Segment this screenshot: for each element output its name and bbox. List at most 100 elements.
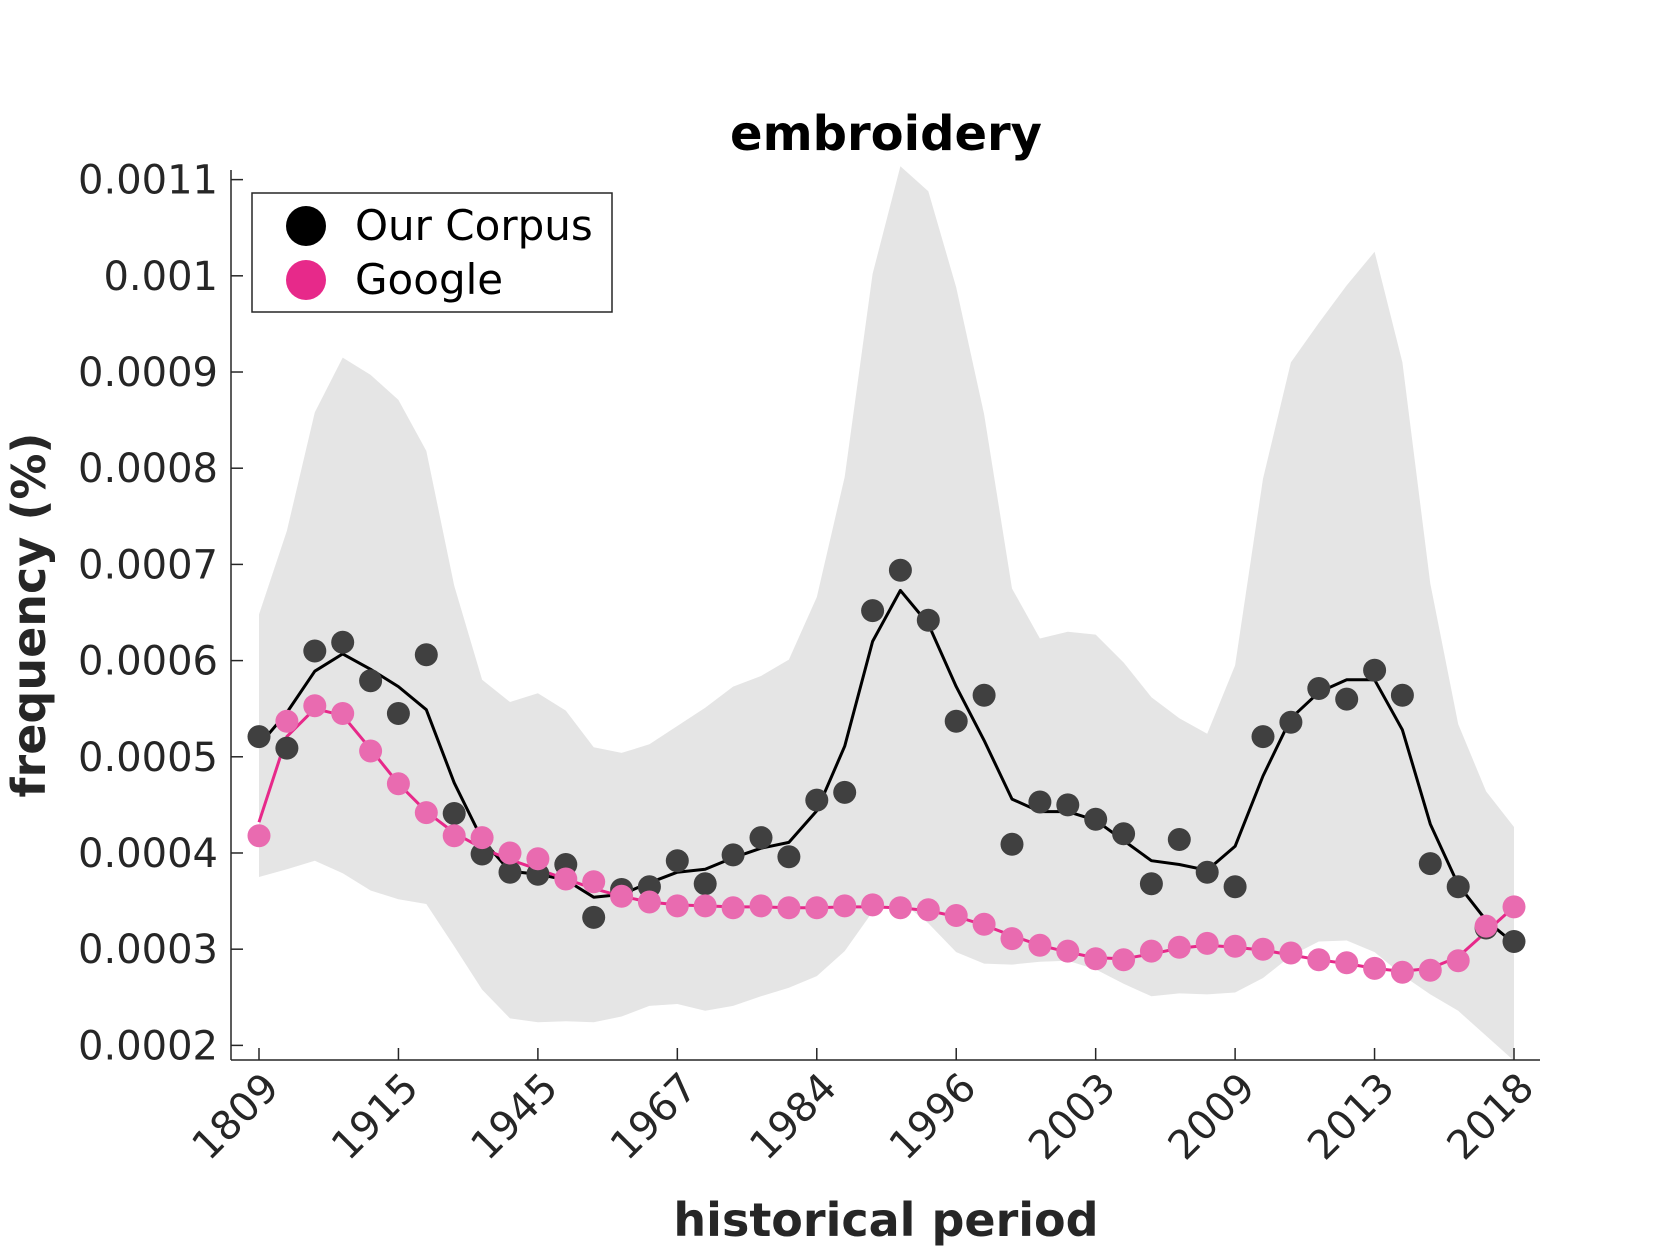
data-point — [1056, 793, 1080, 817]
data-point — [414, 801, 438, 825]
data-point — [1028, 790, 1052, 814]
data-point — [247, 725, 271, 749]
data-point — [721, 896, 745, 920]
data-point — [944, 709, 968, 733]
data-point — [1056, 939, 1080, 963]
data-point — [944, 904, 968, 927]
data-point — [1112, 948, 1136, 972]
data-point — [498, 860, 522, 884]
y-tick-label: 0.0003 — [78, 927, 218, 973]
data-point — [610, 884, 634, 908]
data-point — [303, 694, 327, 718]
data-point — [275, 736, 299, 760]
data-point — [693, 894, 717, 918]
legend-label-google: Google — [355, 255, 503, 304]
data-point — [331, 702, 355, 725]
data-point — [665, 894, 689, 918]
data-point — [805, 896, 829, 920]
data-point — [861, 893, 885, 917]
data-point — [526, 847, 550, 871]
data-point — [498, 841, 522, 865]
data-point — [777, 896, 801, 920]
data-point — [470, 842, 494, 866]
data-point — [1502, 895, 1526, 919]
data-point — [1279, 710, 1303, 734]
y-tick-label: 0.001 — [103, 254, 218, 300]
data-point — [1139, 872, 1163, 896]
trend-lines — [257, 588, 1516, 973]
data-point — [386, 772, 410, 796]
data-point — [1390, 960, 1414, 984]
data-point — [1307, 677, 1331, 700]
data-point — [1195, 860, 1219, 884]
trend-line-our-corpus — [257, 588, 1515, 945]
y-tick-label: 0.0006 — [78, 639, 218, 685]
data-point — [1474, 914, 1498, 938]
data-point — [414, 643, 438, 667]
data-point — [833, 780, 857, 804]
y-tick-label: 0.0005 — [78, 735, 218, 781]
data-point — [1418, 852, 1442, 876]
data-point — [888, 896, 912, 920]
data-point — [1390, 683, 1414, 707]
data-point — [442, 802, 466, 825]
data-point — [777, 845, 801, 869]
data-point — [554, 867, 578, 891]
data-point — [721, 843, 745, 867]
data-point — [693, 872, 717, 896]
legend-marker-google — [286, 260, 326, 300]
data-point — [1363, 658, 1387, 682]
data-point — [1112, 822, 1136, 846]
data-point — [1223, 875, 1247, 899]
data-point — [972, 683, 996, 707]
data-point — [1335, 951, 1359, 975]
data-point — [1335, 687, 1359, 711]
data-point — [637, 890, 661, 914]
data-point — [1139, 939, 1163, 963]
data-point — [805, 788, 829, 812]
data-point — [303, 639, 327, 663]
data-point — [1195, 931, 1219, 955]
data-point — [359, 669, 383, 693]
y-tick-label: 0.0002 — [78, 1023, 218, 1069]
data-point — [972, 912, 996, 936]
x-axis-label: historical period — [673, 1193, 1098, 1247]
data-point — [888, 558, 912, 582]
data-point — [1000, 927, 1024, 951]
series-our-corpus-points — [247, 558, 1526, 953]
data-point — [861, 599, 885, 623]
axes — [230, 170, 1540, 1061]
data-point — [1167, 828, 1191, 851]
data-point — [916, 608, 940, 632]
y-tick-label: 0.0011 — [78, 158, 218, 204]
data-point — [833, 894, 857, 918]
data-point — [1307, 948, 1331, 972]
data-point — [359, 739, 383, 763]
data-point — [1167, 935, 1191, 959]
data-point — [1251, 937, 1275, 961]
chart-title: embroidery — [730, 106, 1042, 162]
data-point — [749, 894, 773, 918]
data-point — [582, 905, 606, 929]
data-points — [247, 558, 1526, 984]
data-point — [1279, 941, 1303, 965]
data-point — [1446, 949, 1470, 973]
y-tick-label: 0.0007 — [78, 542, 218, 588]
data-point — [386, 702, 410, 725]
data-point — [1446, 875, 1470, 899]
data-point — [275, 709, 299, 733]
data-point — [1028, 933, 1052, 957]
data-point — [331, 630, 355, 654]
data-point — [665, 849, 689, 873]
y-axis-label: frequency (%) — [2, 433, 56, 798]
data-point — [247, 824, 271, 848]
series-google-points — [247, 694, 1526, 984]
data-point — [1223, 934, 1247, 958]
data-point — [582, 870, 606, 894]
y-tick-label: 0.0009 — [78, 350, 218, 396]
data-point — [1251, 725, 1275, 749]
data-point — [470, 826, 494, 850]
trend-line-google — [257, 707, 1516, 973]
legend-marker-our-corpus — [286, 206, 326, 246]
